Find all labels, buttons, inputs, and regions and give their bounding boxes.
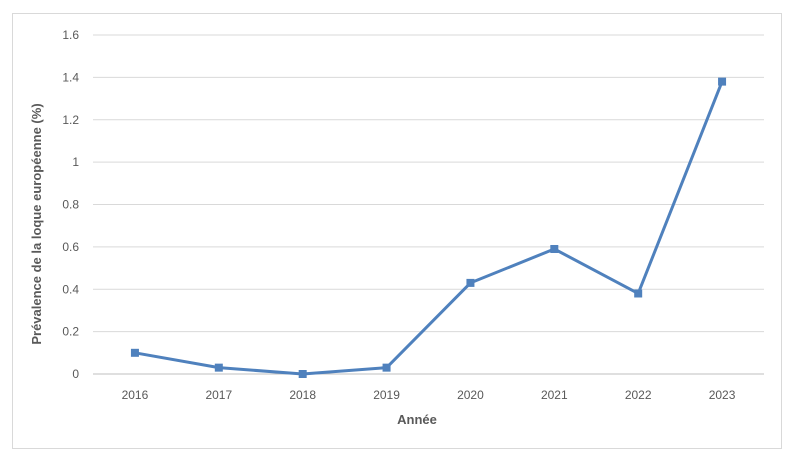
x-tick-label: 2022 [625, 388, 652, 402]
x-tick-label: 2016 [122, 388, 149, 402]
chart-frame [12, 13, 782, 449]
x-tick-label: 2018 [289, 388, 316, 402]
x-tick-label: 2019 [373, 388, 400, 402]
y-tick-label: 1.4 [62, 70, 79, 84]
y-tick-label: 1.2 [62, 113, 79, 127]
x-tick-label: 2020 [457, 388, 484, 402]
y-tick-label: 1.6 [62, 28, 79, 42]
data-point-marker [718, 77, 727, 86]
x-tick-labels: 2016 2017 2018 2019 2020 2021 2022 2023 [122, 388, 736, 402]
data-point-marker [550, 244, 559, 253]
y-axis-title: Prévalence de la loque européenne (%) [29, 103, 44, 344]
y-tick-label: 0.8 [62, 198, 79, 212]
data-point-marker [466, 278, 475, 287]
data-point-marker [634, 289, 643, 298]
data-point-marker [382, 363, 391, 372]
data-point-marker [298, 370, 307, 378]
x-axis-title: Année [397, 412, 437, 427]
y-tick-label: 0.6 [62, 240, 79, 254]
y-tick-label: 0.2 [62, 325, 79, 339]
data-point-marker [214, 363, 223, 372]
x-tick-label: 2023 [709, 388, 736, 402]
y-tick-labels: 0 0.2 0.4 0.6 0.8 1 1.2 1.4 1.6 [62, 28, 79, 381]
series-line [134, 81, 724, 376]
y-tick-label: 1 [72, 155, 79, 169]
data-point-marker [130, 348, 139, 357]
series-layer [130, 77, 727, 378]
gridlines [93, 34, 764, 375]
x-tick-label: 2017 [205, 388, 232, 402]
y-tick-label: 0.4 [62, 282, 79, 296]
x-tick-label: 2021 [541, 388, 568, 402]
y-tick-label: 0 [72, 367, 79, 381]
